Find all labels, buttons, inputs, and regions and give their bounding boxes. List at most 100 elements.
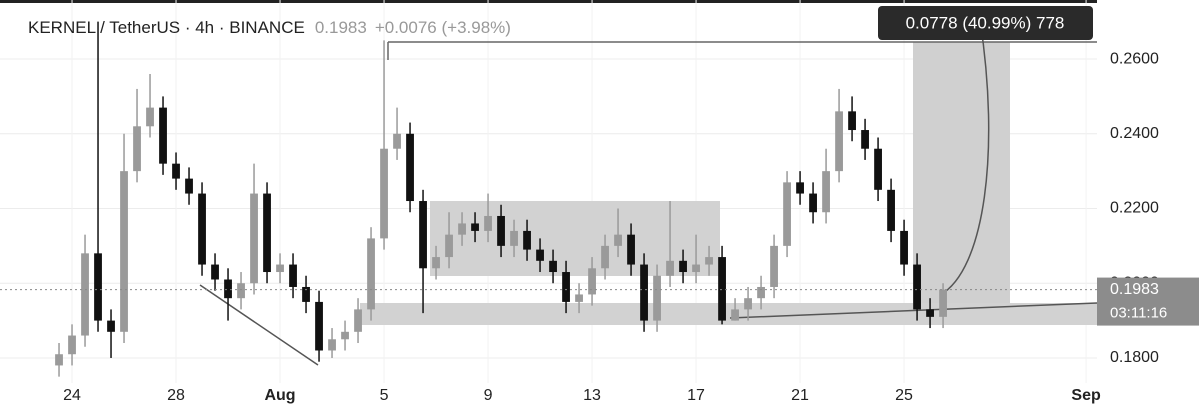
candle-body bbox=[393, 133, 401, 149]
last-price-label: 0.1983 bbox=[1110, 281, 1159, 298]
candle-body bbox=[484, 215, 492, 231]
candle-body bbox=[796, 182, 804, 194]
x-tick-label: 13 bbox=[583, 387, 601, 404]
candle-body bbox=[562, 272, 570, 302]
candle-body bbox=[341, 331, 349, 340]
candle-body bbox=[68, 335, 76, 355]
candle-body bbox=[224, 279, 232, 299]
candle-body bbox=[653, 275, 661, 321]
candle-body bbox=[419, 201, 427, 269]
candle-body bbox=[692, 264, 700, 273]
candle-body bbox=[874, 148, 882, 190]
last-price-bg bbox=[1097, 277, 1199, 326]
top-border bbox=[0, 0, 1199, 3]
header: KERNEL / TetherUS · 4h · BINANCE 0.1983 +0… bbox=[28, 18, 511, 37]
candle-body bbox=[913, 264, 921, 310]
x-tick-label: 28 bbox=[167, 387, 185, 404]
y-tick-label: 0.2400 bbox=[1110, 125, 1159, 142]
candle-body bbox=[809, 193, 817, 213]
y-tick-label: 0.1800 bbox=[1110, 349, 1159, 366]
time-axis bbox=[0, 383, 1097, 416]
candle-body bbox=[497, 215, 505, 246]
candle-body bbox=[120, 171, 128, 332]
support-band bbox=[360, 303, 1097, 325]
measure-tooltip bbox=[878, 6, 1093, 40]
axes: 0.18000.20000.22000.24000.26002428Aug591… bbox=[63, 50, 1159, 404]
countdown: 03:11:16 bbox=[1110, 305, 1167, 322]
x-tick-label: 17 bbox=[687, 387, 705, 404]
candle-body bbox=[666, 260, 674, 276]
candle-body bbox=[172, 163, 180, 179]
candle-body bbox=[159, 107, 167, 164]
x-tick-label: 25 bbox=[895, 387, 913, 404]
range-box bbox=[430, 201, 720, 276]
candle-body bbox=[744, 298, 752, 310]
candle-body bbox=[354, 309, 362, 332]
candle-body bbox=[289, 264, 297, 287]
projection-curve bbox=[939, 19, 990, 296]
candle-body bbox=[445, 234, 453, 258]
x-tick-label: 21 bbox=[791, 387, 809, 404]
candles bbox=[55, 21, 947, 377]
candle-body bbox=[835, 111, 843, 172]
candle-body bbox=[380, 148, 388, 239]
candle-body bbox=[718, 257, 726, 321]
candle-body bbox=[133, 126, 141, 172]
candle-body bbox=[640, 264, 648, 321]
candle-body bbox=[302, 286, 310, 302]
x-tick-label: Aug bbox=[264, 387, 295, 404]
candle-body bbox=[679, 260, 687, 273]
y-tick-label: 0.2200 bbox=[1110, 200, 1159, 217]
candle-body bbox=[406, 133, 414, 202]
candle-body bbox=[861, 130, 869, 149]
x-tick-label: Sep bbox=[1071, 387, 1101, 404]
candle-body bbox=[146, 107, 154, 127]
candle-body bbox=[848, 111, 856, 131]
candle-body bbox=[536, 249, 544, 261]
last-price-box: 0.1983 03:11:16 bbox=[1097, 277, 1199, 326]
candle-body bbox=[601, 245, 609, 269]
candle-body bbox=[94, 253, 102, 321]
candle-body bbox=[614, 234, 622, 246]
candle-body bbox=[588, 268, 596, 295]
candle-body bbox=[328, 339, 336, 351]
candle-body bbox=[887, 189, 895, 231]
x-tick-label: 9 bbox=[484, 387, 493, 404]
candle-body bbox=[510, 230, 518, 246]
candle-body bbox=[822, 171, 830, 213]
symbol: KERNEL / TetherUS · 4h · BINANCE bbox=[28, 18, 305, 37]
measure-box bbox=[913, 42, 1010, 303]
candle-body bbox=[55, 354, 63, 366]
candle-body bbox=[107, 320, 115, 332]
candle-body bbox=[900, 230, 908, 265]
candle-body bbox=[250, 193, 258, 284]
candle-body bbox=[276, 264, 284, 273]
candle-body bbox=[757, 286, 765, 299]
candle-body bbox=[575, 294, 583, 302]
x-tick-label: 24 bbox=[63, 387, 81, 404]
candle-body bbox=[432, 257, 440, 269]
candle-body bbox=[211, 264, 219, 280]
candle-body bbox=[471, 223, 479, 231]
trend-line bbox=[199, 284, 319, 366]
candle-body bbox=[367, 238, 375, 310]
candle-body bbox=[770, 245, 778, 287]
change: +0.0076 (+3.98%) bbox=[375, 18, 511, 37]
candle-body bbox=[549, 260, 557, 273]
measure-label: 0.0778 (40.99%) 778 bbox=[906, 13, 1065, 32]
price: 0.1983 bbox=[315, 18, 367, 37]
y-tick-label: 0.2600 bbox=[1110, 50, 1159, 67]
candle-body bbox=[523, 230, 531, 250]
candle-body bbox=[627, 234, 635, 265]
candle-body bbox=[237, 283, 245, 299]
candle-body bbox=[263, 193, 271, 273]
x-tick-label: 5 bbox=[380, 387, 389, 404]
candle-body bbox=[81, 253, 89, 336]
trend-line bbox=[729, 302, 1098, 319]
price-axis bbox=[1097, 0, 1199, 416]
candle-body bbox=[926, 309, 934, 317]
candle-body bbox=[198, 193, 206, 265]
candle-body bbox=[939, 289, 947, 317]
candle-body bbox=[458, 223, 466, 235]
